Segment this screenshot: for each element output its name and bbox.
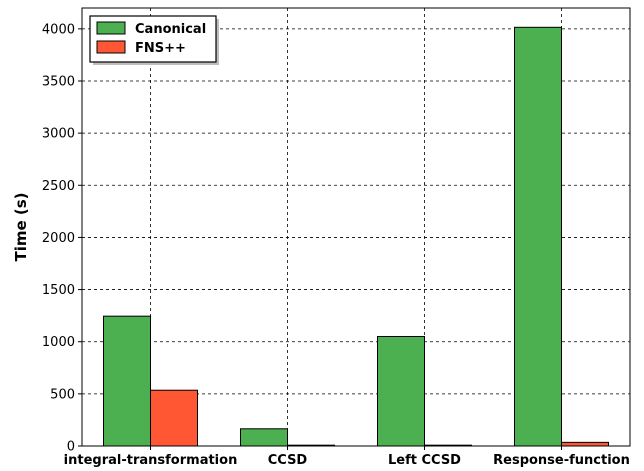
plot-frame bbox=[81, 7, 631, 447]
bars bbox=[103, 26, 609, 447]
y-tick-label: 3000 bbox=[42, 127, 75, 142]
y-tick-label: 2500 bbox=[42, 179, 75, 194]
x-tick-label: CCSD bbox=[268, 453, 308, 468]
y-tick-label: 1000 bbox=[42, 335, 75, 350]
y-tick-label: 500 bbox=[50, 387, 75, 402]
bar-canonical-1 bbox=[240, 428, 288, 447]
y-axis-title: Time (s) bbox=[12, 192, 30, 261]
legend-label: FNS++ bbox=[135, 41, 186, 56]
legend-label: Canonical bbox=[135, 22, 206, 37]
x-tick-label: Response-function bbox=[493, 453, 630, 468]
y-tick-label: 3500 bbox=[42, 75, 75, 90]
bar-canonical-3 bbox=[514, 26, 562, 447]
x-tick-label: integral-transformation bbox=[64, 453, 238, 468]
y-tick-label: 4000 bbox=[42, 22, 75, 37]
y-axis-ticks: 0 500 1000 1500 2000 2500 3000 3500 4000 bbox=[42, 22, 82, 455]
y-tick-label: 1500 bbox=[42, 283, 75, 298]
legend: Canonical FNS++ bbox=[89, 15, 219, 65]
x-axis-ticks: integral-transformation CCSD Left CCSD Resp… bbox=[64, 446, 630, 468]
bar-canonical-2 bbox=[377, 336, 425, 447]
x-tick-label: Left CCSD bbox=[388, 453, 461, 468]
bar-fns--3 bbox=[561, 441, 609, 447]
bar-fns--0 bbox=[150, 389, 198, 447]
y-tick-label: 2000 bbox=[42, 231, 75, 246]
bar-canonical-0 bbox=[103, 315, 151, 447]
y-tick-label: 0 bbox=[67, 440, 75, 455]
legend-swatch bbox=[96, 21, 126, 35]
legend-swatch bbox=[96, 40, 126, 54]
